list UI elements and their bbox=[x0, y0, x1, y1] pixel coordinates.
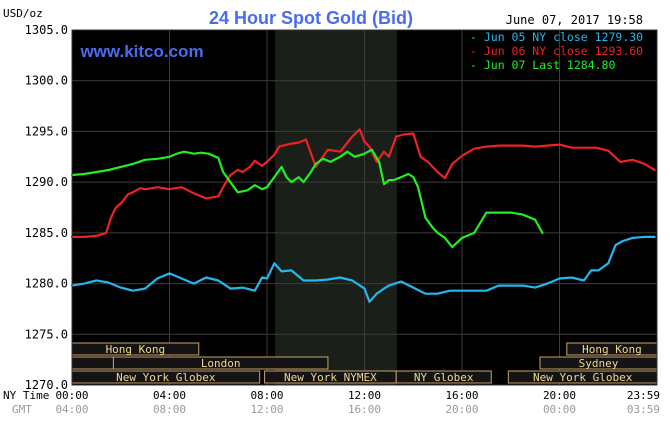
x-axis-row-label: NY Time bbox=[3, 389, 49, 402]
session-label: Sydney bbox=[579, 357, 619, 370]
plot-border bbox=[71, 29, 658, 386]
session-label: London bbox=[201, 357, 241, 370]
x-tick-label-ny: 12:00 bbox=[348, 389, 381, 402]
legend-entry: - Jun 07 Last 1284.80 bbox=[470, 58, 615, 72]
y-tick-label: 1300.0 bbox=[25, 74, 68, 88]
y-tick-label: 1305.0 bbox=[25, 23, 68, 37]
x-tick-label-gmt: 12:00 bbox=[250, 403, 283, 416]
session-label: New York NYMEX bbox=[284, 371, 377, 384]
x-tick-label-ny: 23:59 bbox=[627, 389, 660, 402]
session-label: New York Globex bbox=[116, 371, 216, 384]
x-tick-label-gmt: 04:00 bbox=[55, 403, 88, 416]
x-tick-label-gmt: 00:00 bbox=[543, 403, 576, 416]
session-label: Hong Kong bbox=[582, 343, 642, 356]
timestamp: June 07, 2017 19:58 bbox=[506, 13, 643, 27]
legend-entry: - Jun 05 NY close 1279.30 bbox=[470, 30, 643, 44]
y-axis: 1305.0 1300.0 1295.0 1290.0 1285.0 1280.0 1275… bbox=[25, 23, 68, 392]
legend: - Jun 05 NY close 1279.30- Jun 06 NY clo… bbox=[470, 30, 643, 72]
x-tick-label-ny: 04:00 bbox=[153, 389, 186, 402]
x-axis-row-label: GMT bbox=[12, 403, 32, 416]
y-tick-label: 1285.0 bbox=[25, 226, 68, 240]
x-tick-label-gmt: 08:00 bbox=[153, 403, 186, 416]
y-tick-label: 1275.0 bbox=[25, 327, 68, 341]
x-axis: 00:0004:0004:0008:0008:0012:0012:0016:00… bbox=[3, 389, 660, 416]
session-label: Hong Kong bbox=[106, 343, 166, 356]
price-series-line bbox=[70, 235, 656, 303]
x-tick-label-ny: 00:00 bbox=[55, 389, 88, 402]
x-tick-label-ny: 20:00 bbox=[543, 389, 576, 402]
x-tick-label-ny: 16:00 bbox=[445, 389, 478, 402]
price-series-line bbox=[70, 128, 656, 238]
x-tick-label-gmt: 03:59 bbox=[627, 403, 660, 416]
session-label: New York Globex bbox=[533, 371, 633, 384]
watermark: www.kitco.com bbox=[79, 42, 203, 61]
x-tick-label-gmt: 20:00 bbox=[445, 403, 478, 416]
x-tick-label-gmt: 16:00 bbox=[348, 403, 381, 416]
y-tick-label: 1270.0 bbox=[25, 378, 68, 392]
legend-entry: - Jun 06 NY close 1293.60 bbox=[470, 44, 643, 58]
y-tick-label: 1290.0 bbox=[25, 175, 68, 189]
market-session-shade bbox=[275, 30, 397, 385]
y-tick-label: 1295.0 bbox=[25, 124, 68, 138]
series-lines bbox=[70, 128, 656, 303]
session-bar bbox=[395, 370, 492, 384]
chart-title: 24 Hour Spot Gold (Bid) bbox=[209, 8, 413, 28]
y-tick-label: 1280.0 bbox=[25, 277, 68, 291]
session-bar bbox=[71, 356, 114, 370]
x-tick-label-ny: 08:00 bbox=[250, 389, 283, 402]
y-axis-unit: USD/oz bbox=[3, 7, 43, 20]
price-series-line bbox=[70, 148, 544, 249]
session-bar bbox=[112, 356, 329, 370]
session-label: NY Globex bbox=[414, 371, 474, 384]
